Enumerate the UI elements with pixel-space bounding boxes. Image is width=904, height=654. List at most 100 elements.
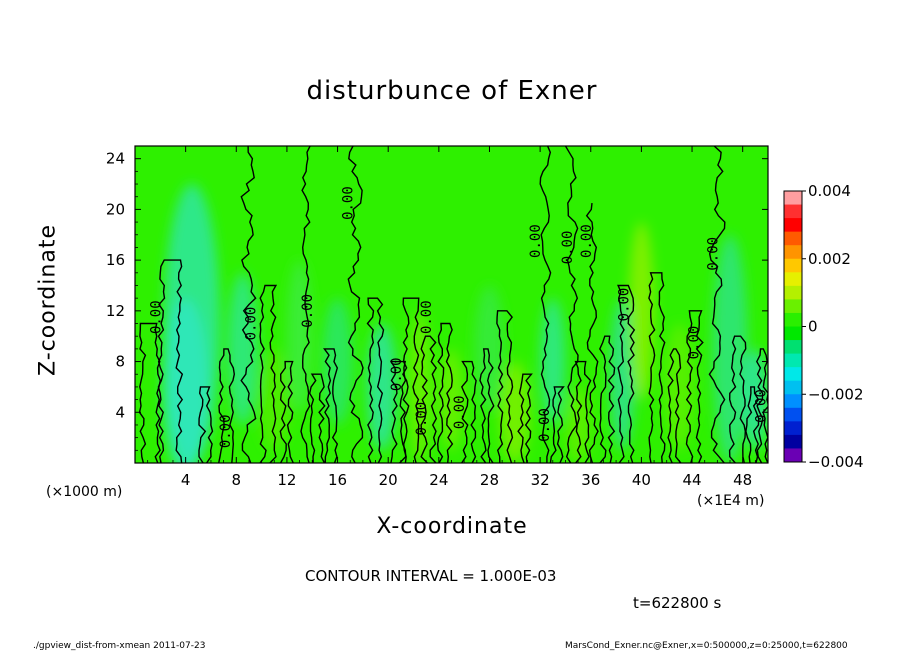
plot-area: 0.000.000.00 0.000.000.000.000.000.000.00… — [135, 146, 769, 463]
contour-line — [138, 322, 162, 463]
colorbar-segment — [784, 421, 802, 436]
field-patch — [474, 285, 505, 413]
colorbar-segment — [784, 340, 802, 355]
colorbar-segment — [784, 367, 802, 382]
contour-line — [756, 348, 768, 463]
y-tick-label: 8 — [115, 353, 125, 371]
contour-line — [347, 146, 364, 463]
field-patch — [227, 272, 258, 425]
colorbar-segment — [784, 407, 802, 422]
contour-line — [389, 360, 407, 463]
colorbar-segment — [784, 448, 802, 463]
contour-line — [517, 373, 533, 463]
colorbar-tick-label: −0.004 — [808, 453, 864, 471]
contour-line — [496, 310, 514, 463]
x-tick-label: 36 — [581, 471, 600, 489]
contour-line — [240, 146, 257, 463]
contour-line — [539, 146, 552, 463]
contour-line — [157, 259, 184, 463]
colorbar-tick-label: −0.002 — [808, 385, 864, 403]
contour-line — [198, 386, 214, 463]
contour-line — [279, 360, 294, 463]
colorbar-segment — [784, 312, 802, 327]
contour-label: 0.00 — [218, 414, 234, 448]
colorbar-segment — [784, 272, 802, 287]
x-tick-label: 16 — [328, 471, 347, 489]
time-label: t=622800 s — [633, 594, 722, 612]
contour-line — [648, 272, 666, 463]
contour-line — [479, 348, 495, 463]
contour-line — [564, 146, 579, 463]
colorbar-segment — [784, 285, 802, 300]
contour-line — [728, 335, 747, 463]
colorbar-segment — [784, 299, 802, 314]
contour-line — [617, 284, 636, 463]
colorbar-segment — [784, 204, 802, 219]
field-patch — [499, 361, 530, 463]
colorbar-segment — [784, 245, 802, 260]
colorbar-segment — [784, 191, 802, 206]
colorbar-segment — [784, 218, 802, 233]
contour-label: 0.00 — [686, 326, 702, 360]
colorbar-segment — [784, 434, 802, 449]
contour-label: 0.00 — [705, 237, 721, 271]
field-patch — [628, 222, 655, 400]
field-patch — [322, 298, 353, 425]
colorbar: 0.004 0.002 0 −0.002 −0.004 — [783, 182, 864, 471]
contour-label: 0.00 — [579, 224, 595, 258]
y-tick-label: 20 — [106, 200, 125, 218]
contour-line — [549, 386, 565, 463]
x-tick-label: 24 — [429, 471, 448, 489]
colorbar-tick-label: 0.004 — [808, 182, 851, 200]
contour-line — [259, 284, 278, 463]
x-tick-label: 44 — [682, 471, 701, 489]
contour-line — [574, 360, 592, 463]
x-tick-label: 20 — [379, 471, 398, 489]
contour-line — [300, 146, 311, 463]
contour-line — [402, 297, 420, 463]
x-tick-label: 40 — [632, 471, 651, 489]
x-tick-label: 4 — [181, 471, 191, 489]
contour-line — [436, 322, 454, 463]
contour-line — [420, 335, 438, 463]
footer-right: MarsCond_Exner.nc@Exner,x=0:500000,z=0:2… — [565, 641, 848, 651]
colorbar-segment — [784, 394, 802, 409]
contour-line — [708, 146, 726, 463]
contour-line — [585, 203, 599, 463]
x-tick-label: 48 — [733, 471, 752, 489]
contour-labels: 0.000.000.00 0.000.000.000.000.000.000.00… — [148, 186, 769, 448]
x-tick-label: 28 — [480, 471, 499, 489]
footer-left: ./gpview_dist-from-xmean 2011-07-23 — [33, 641, 206, 651]
contour-label: 0.00 — [414, 402, 430, 436]
contour-line — [745, 386, 760, 463]
colorbar-segment — [784, 258, 802, 273]
colorbar-tick-label: 0.002 — [808, 250, 851, 268]
contour-label: 0.00 — [528, 224, 544, 258]
contour-label: 0.00 — [300, 294, 316, 328]
contour-line — [218, 348, 236, 463]
colorbar-segment — [784, 380, 802, 395]
x-unit-right-label: (×1E4 m) — [697, 493, 765, 509]
contour-line — [667, 348, 682, 463]
y-tick-label: 12 — [106, 302, 125, 320]
contour-label: 0.00 — [389, 357, 405, 391]
field-patch — [366, 323, 398, 451]
x-unit-left-label: (×1000 m) — [46, 484, 123, 500]
chart-title: disturbunce of Exner — [306, 76, 598, 106]
contour-label: 0.00 — [452, 395, 468, 429]
y-tick-label: 24 — [106, 150, 125, 168]
colorbar-tick-label: 0 — [808, 318, 818, 336]
contour-line — [460, 360, 477, 463]
y-tick-label: 4 — [115, 403, 125, 421]
x-axis-label: X-coordinate — [376, 514, 528, 539]
contour-label: 0.00 — [560, 231, 576, 265]
field-patch — [408, 310, 432, 463]
contour-lines — [138, 146, 768, 463]
x-axis: 4 8 12 16 20 24 28 32 36 40 44 48 — [147, 146, 756, 489]
field-patch — [438, 348, 465, 451]
contour-label: 0.00 — [753, 389, 769, 423]
contour-label: 0.00 — [341, 186, 357, 220]
x-tick-label: 12 — [277, 471, 296, 489]
colorbar-segment — [784, 231, 802, 246]
